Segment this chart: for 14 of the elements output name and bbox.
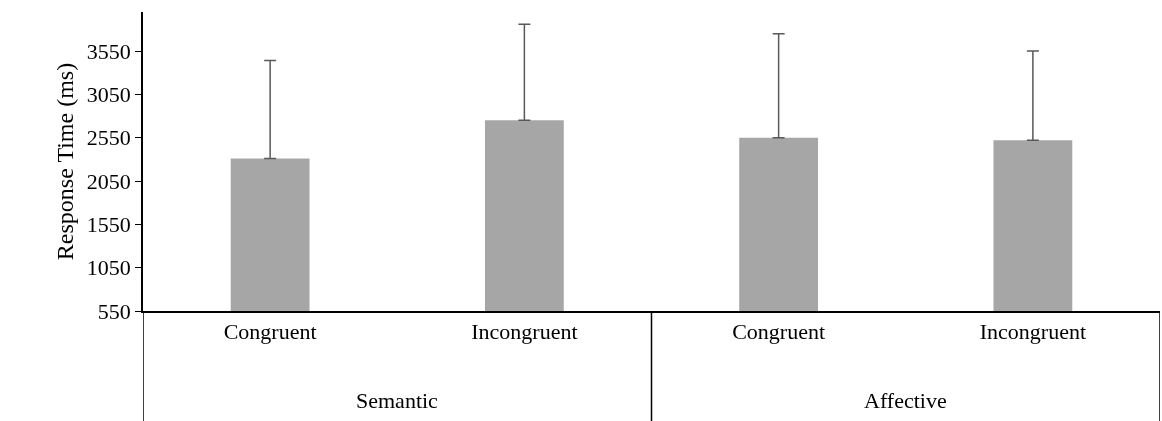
y-tick-label: 3550: [86, 38, 131, 64]
text: Affective: [864, 388, 947, 413]
y-axis-title: Response Time (ms): [52, 62, 79, 261]
y-tick-label: 1050: [86, 255, 131, 281]
x-tick-label: Congruent: [732, 319, 826, 345]
x-tick-label: Congruent: [223, 319, 317, 345]
y-tick-label: 3050: [86, 82, 131, 108]
y-tick-label: 2550: [86, 125, 131, 151]
y-tick-label: 2050: [86, 168, 131, 194]
x-tick-label: Incongruent: [471, 319, 578, 345]
text: Semantic: [356, 388, 439, 413]
y-tick-label: 1550: [86, 212, 131, 238]
x-tick-label: Incongruent: [979, 319, 1087, 345]
y-tick-label: 550: [97, 298, 131, 324]
